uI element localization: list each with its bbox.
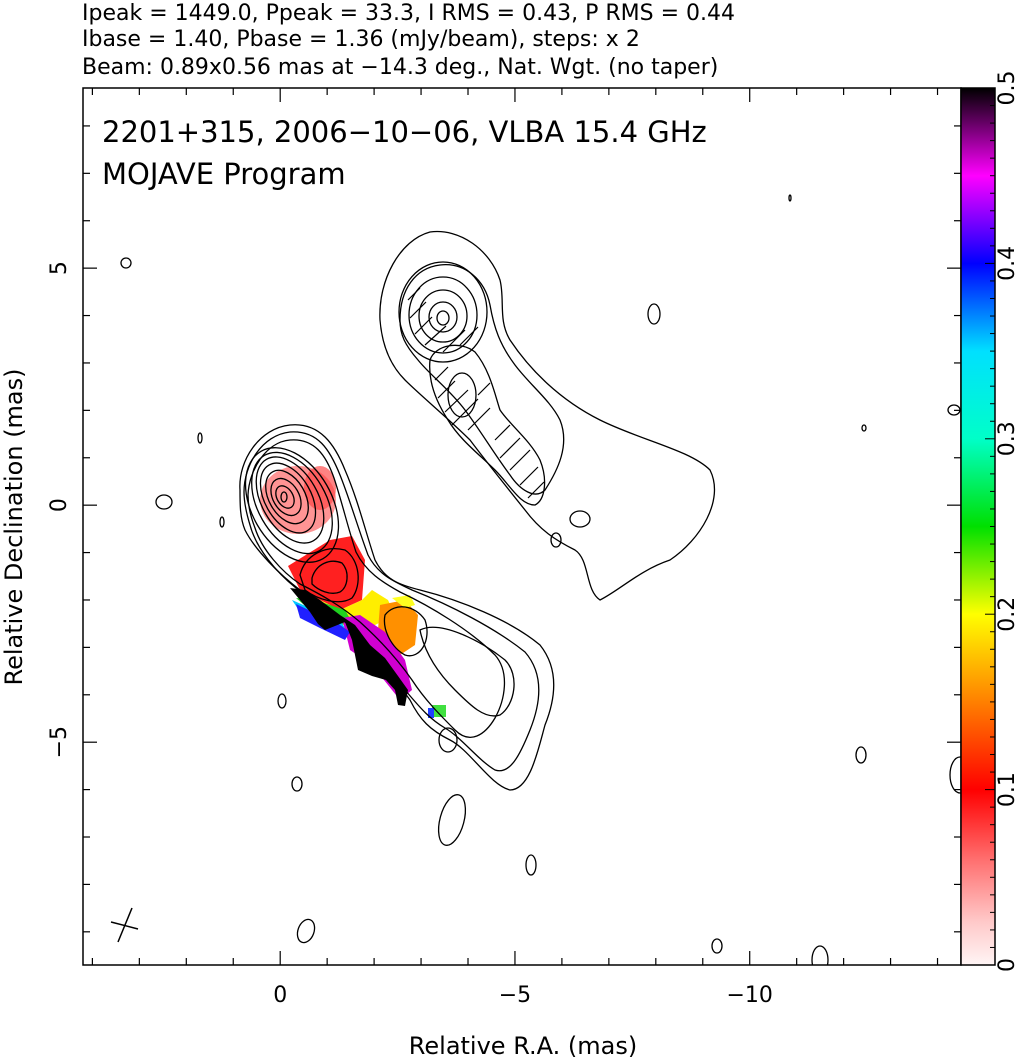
map-subtitle: MOJAVE Program — [102, 157, 346, 191]
contour-knot-a — [299, 548, 359, 603]
contour-3 — [247, 439, 506, 738]
contour-north-outer — [379, 230, 716, 601]
noise-14 — [811, 945, 829, 965]
contour-north-7 — [436, 310, 450, 326]
contour-north-8 — [447, 372, 477, 418]
contour-10 — [275, 485, 295, 509]
contour-11 — [280, 491, 288, 503]
y-axis-label: Relative Declination (mas) — [0, 368, 28, 685]
contour-north-hatch-region — [429, 344, 546, 506]
x-tick-label: 0 — [273, 983, 287, 1008]
contour-north-5 — [418, 289, 468, 343]
noise-2 — [155, 494, 173, 510]
y-tick-label: 0 — [47, 498, 72, 512]
y-tick-label: 5 — [47, 261, 72, 275]
noise-18 — [788, 194, 792, 202]
noise-19 — [197, 432, 203, 444]
header-line-3: Beam: 0.89x0.56 mas at −14.3 deg., Nat. … — [82, 55, 718, 80]
noise-5 — [550, 532, 562, 548]
contour-8 — [265, 469, 309, 525]
noise-6 — [277, 693, 287, 709]
contour-4 — [244, 447, 340, 563]
noise-8 — [437, 794, 467, 846]
noise-10 — [296, 918, 316, 944]
contour-9 — [270, 477, 302, 517]
colorbar-ticks: 0 0.1 0.2 0.3 0.4 0.5 — [985, 71, 1020, 972]
noise-17 — [861, 424, 867, 432]
beam-marker — [110, 907, 139, 943]
colorbar — [960, 87, 996, 966]
noise-12 — [855, 746, 867, 764]
x-tick-label: −10 — [726, 983, 772, 1008]
pol-patch-black — [290, 588, 408, 706]
contour-6 — [255, 456, 325, 544]
colorbar-tick-label: 0.1 — [995, 772, 1020, 807]
y-tick-labels: 5 0 −5 — [47, 261, 72, 758]
noise-16 — [949, 756, 961, 794]
contour-north-4 — [408, 276, 478, 354]
noise-7 — [291, 776, 303, 792]
noise-20 — [219, 516, 225, 528]
pol-patch-small-green — [432, 705, 446, 717]
contour-knot-b — [311, 560, 348, 594]
contour-north-6 — [428, 301, 458, 333]
map-title: 2201+315, 2006−10−06, VLBA 15.4 GHz — [102, 115, 707, 149]
intensity-contours — [120, 194, 961, 965]
contour-2 — [243, 431, 540, 772]
contour-5 — [251, 451, 333, 555]
contour-north-3 — [398, 261, 488, 363]
pol-patch-small-blue — [428, 708, 434, 718]
colorbar-tick-label: 0 — [995, 958, 1020, 972]
contour-knot-d — [419, 626, 515, 717]
colorbar-tick-label: 0.4 — [995, 246, 1020, 281]
noise-9 — [438, 727, 458, 753]
x-axis-label: Relative R.A. (mas) — [409, 1032, 637, 1060]
polarization-vectors — [407, 287, 545, 499]
x-tick-labels: 0 −5 −10 — [273, 983, 773, 1008]
noise-11 — [525, 854, 537, 876]
plot-frame — [82, 87, 962, 966]
noise-1 — [120, 257, 132, 269]
noise-13 — [711, 938, 723, 954]
contour-north-2 — [399, 264, 565, 495]
pol-patch-yellow-2 — [392, 595, 415, 608]
noise-4 — [569, 510, 591, 528]
y-tick-label: −5 — [47, 726, 72, 758]
colorbar-tick-label: 0.3 — [995, 421, 1020, 456]
noise-3 — [647, 303, 661, 325]
colorbar-tick-label: 0.2 — [995, 597, 1020, 632]
ticks — [83, 88, 961, 965]
colorbar-tick-label: 0.5 — [995, 71, 1020, 106]
header-line-1: Ipeak = 1449.0, Ppeak = 33.3, I RMS = 0.… — [82, 1, 735, 26]
header-line-2: Ibase = 1.40, Pbase = 1.36 (mJy/beam), s… — [82, 27, 640, 52]
x-tick-label: −5 — [499, 983, 531, 1008]
contour-knot-c — [383, 606, 428, 657]
contour-7 — [259, 462, 317, 534]
